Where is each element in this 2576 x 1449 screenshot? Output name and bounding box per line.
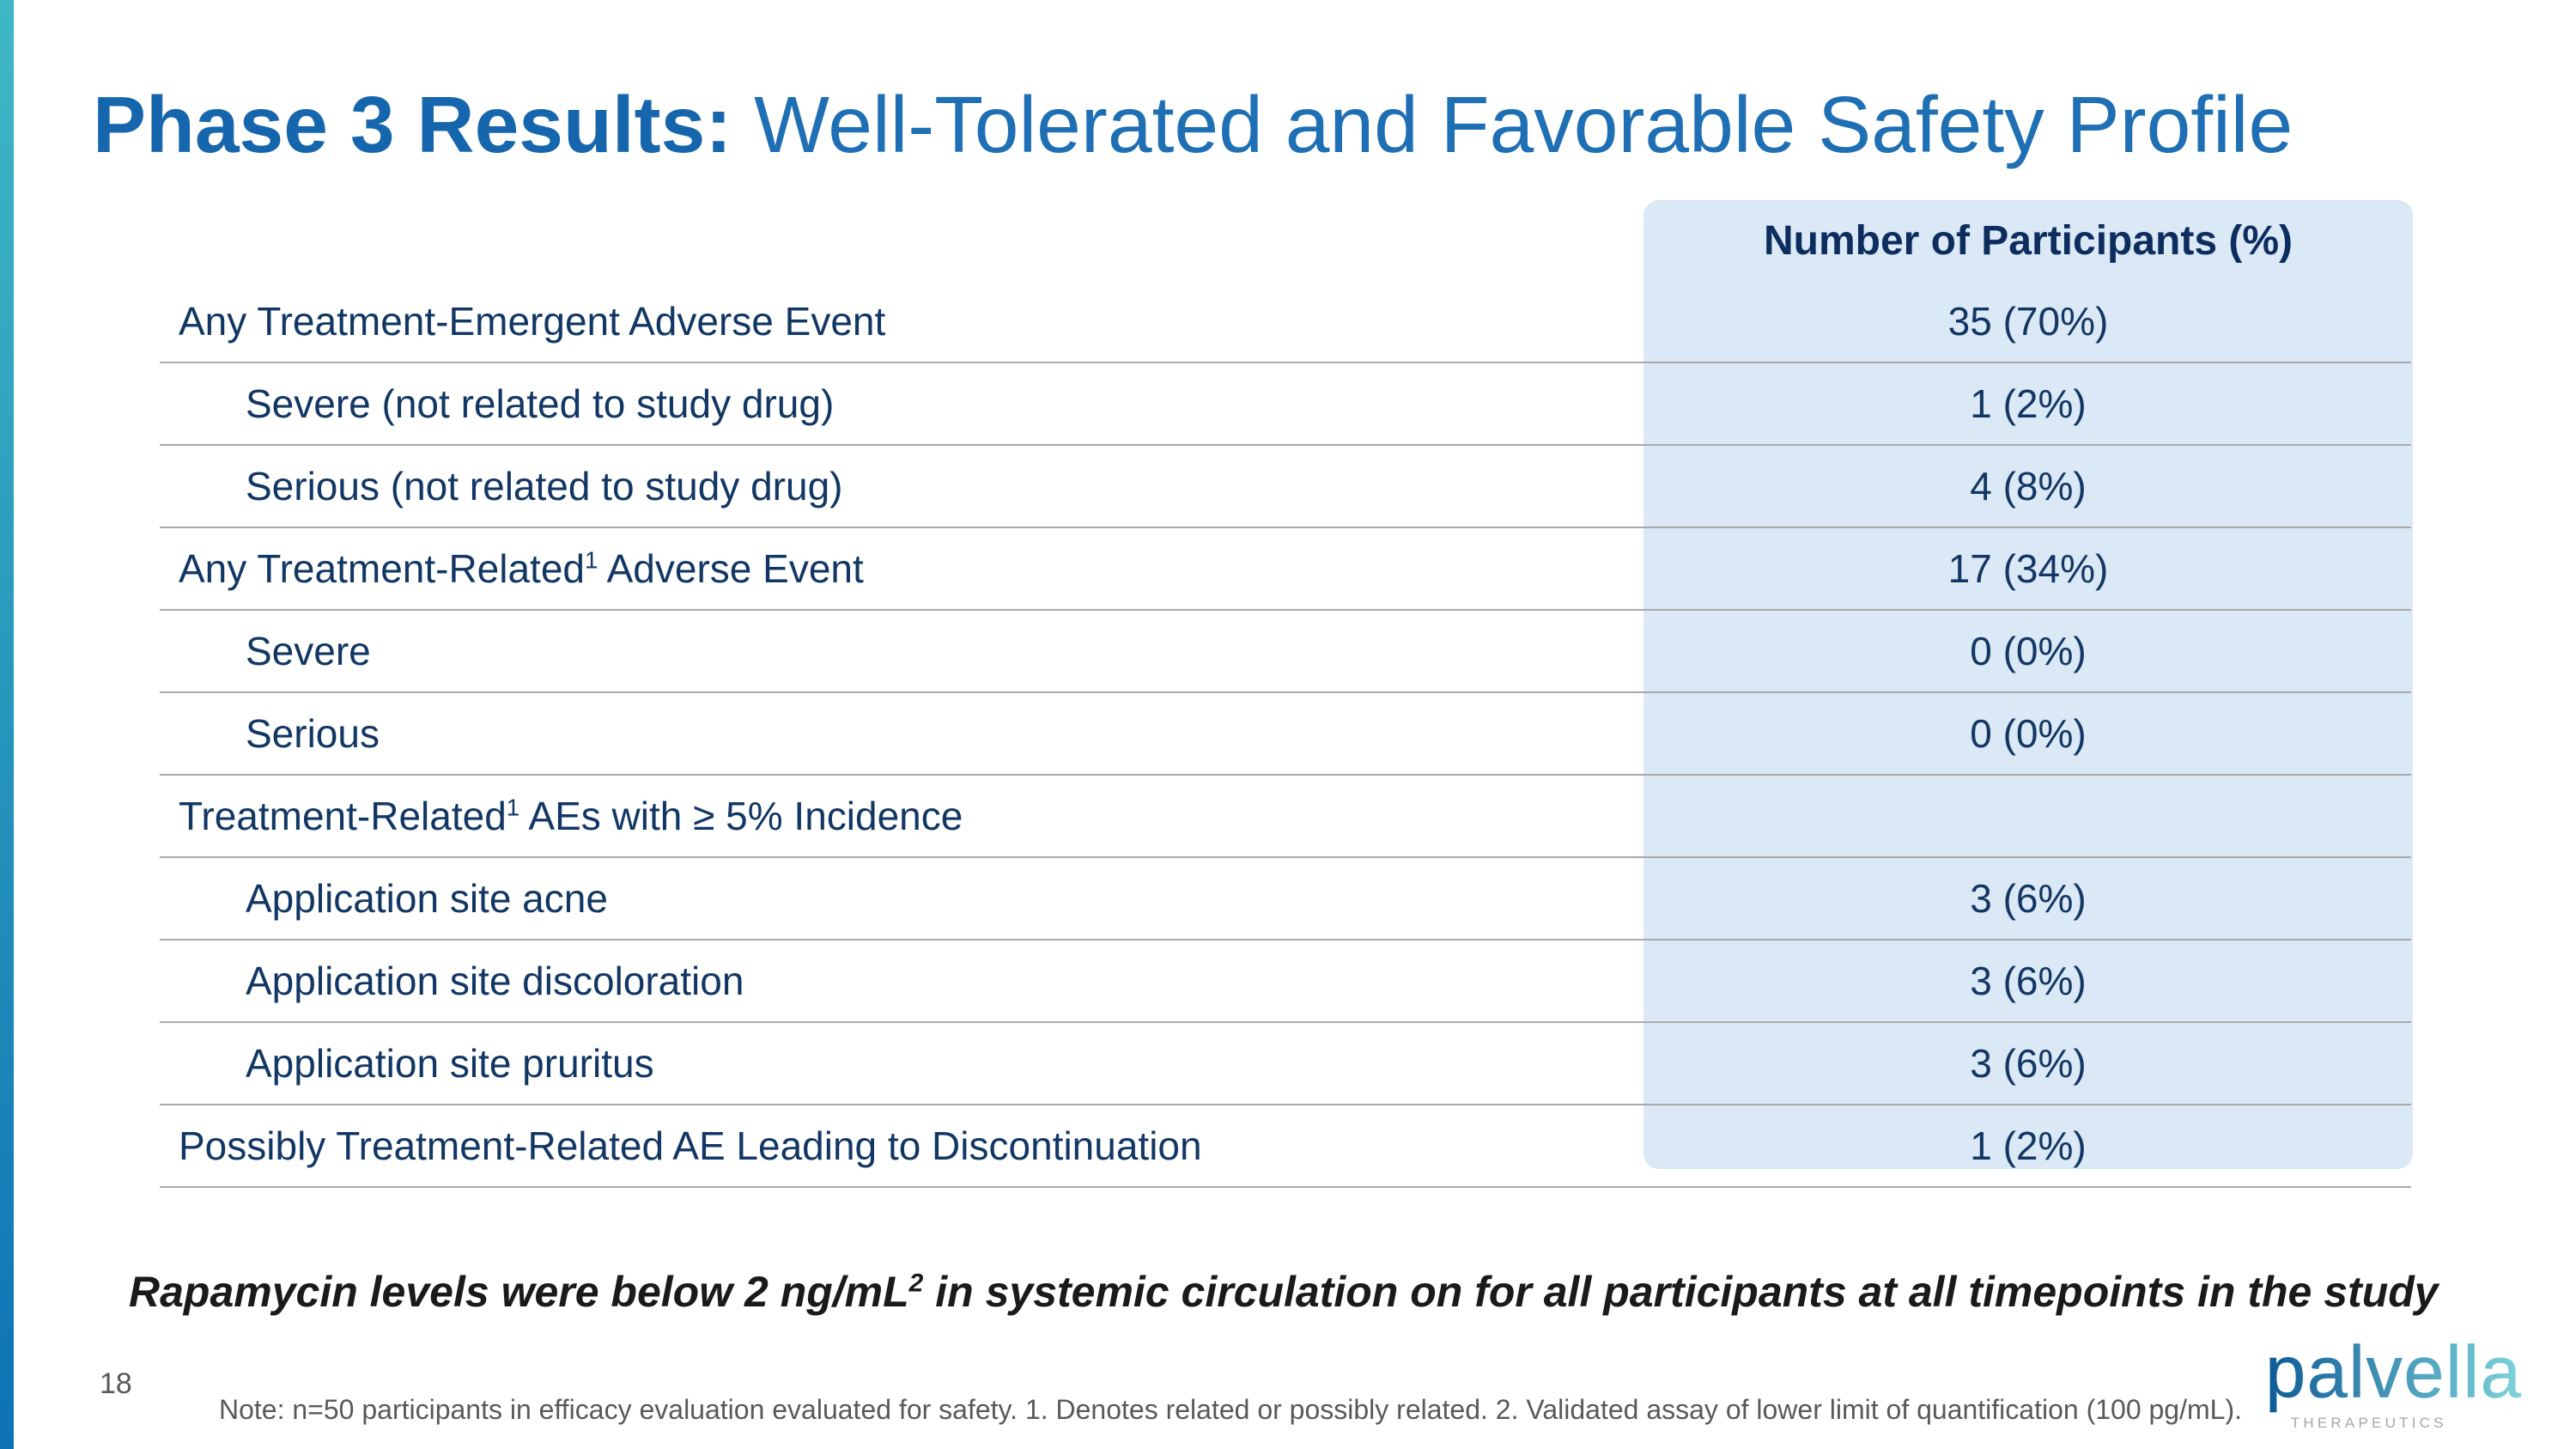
svg-text:palvella: palvella <box>2265 1331 2522 1413</box>
svg-text:THERAPEUTICS: THERAPEUTICS <box>2291 1415 2447 1431</box>
